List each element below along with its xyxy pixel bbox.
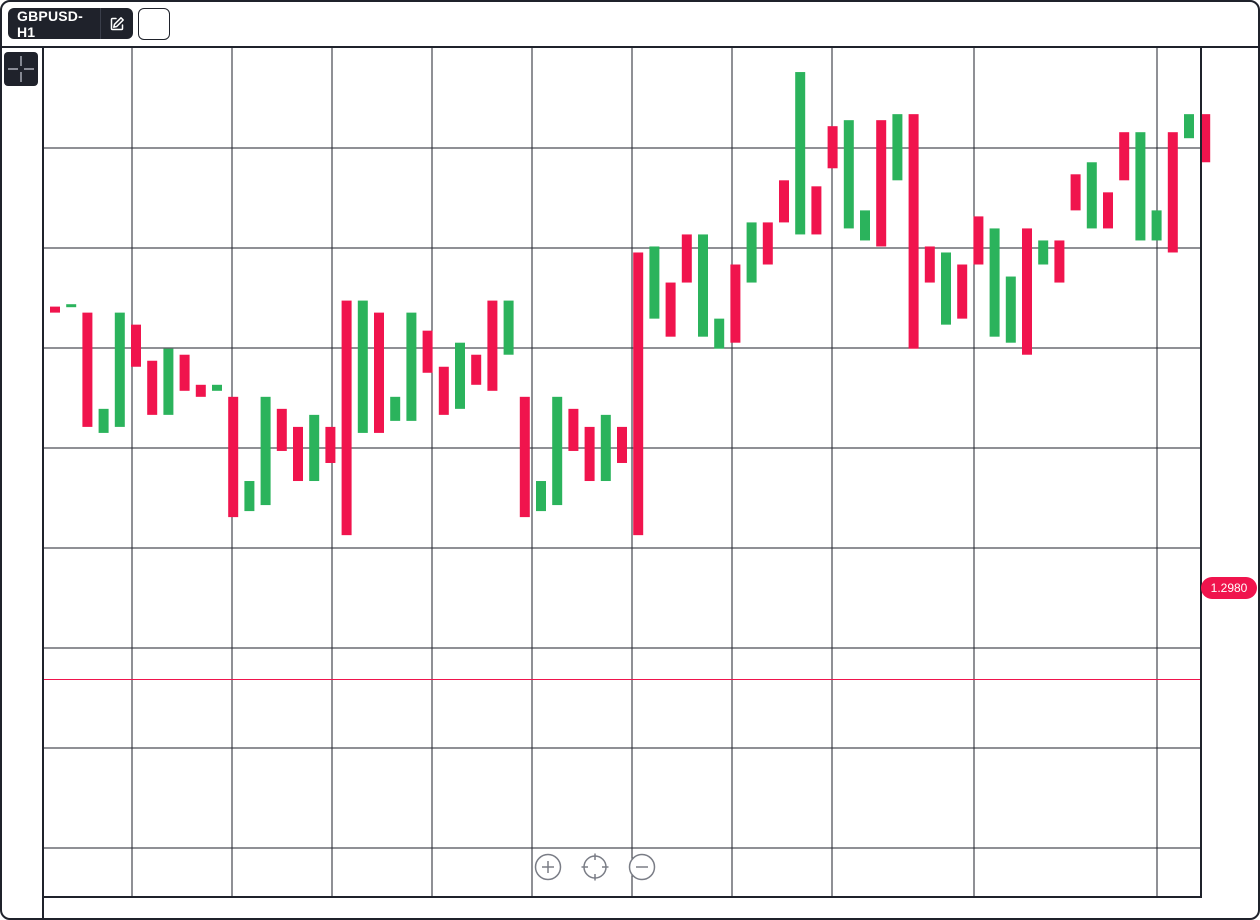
candle bbox=[746, 222, 757, 283]
candle bbox=[908, 114, 919, 349]
candle bbox=[50, 306, 60, 313]
candle bbox=[924, 246, 935, 283]
candle bbox=[455, 342, 465, 409]
zoom-in-icon[interactable] bbox=[533, 852, 563, 882]
secondary-button[interactable] bbox=[138, 8, 170, 40]
candle bbox=[1151, 210, 1162, 241]
candle bbox=[860, 210, 870, 241]
candle bbox=[260, 396, 271, 506]
candle bbox=[293, 426, 303, 482]
candle bbox=[973, 216, 984, 265]
candle bbox=[98, 408, 109, 433]
time-axis[interactable] bbox=[44, 896, 1200, 918]
candle bbox=[374, 312, 384, 433]
candle bbox=[163, 348, 174, 415]
zoom-out-icon[interactable] bbox=[627, 852, 657, 882]
candle bbox=[1070, 174, 1081, 211]
candle bbox=[568, 408, 579, 451]
candle bbox=[714, 318, 725, 349]
zoom-in-icon-graphic bbox=[534, 853, 562, 881]
chart-header: GBPUSD-H1 bbox=[2, 2, 1258, 48]
candle bbox=[341, 300, 352, 536]
candle bbox=[114, 312, 125, 427]
candle bbox=[795, 72, 806, 235]
candle bbox=[1135, 132, 1146, 241]
candle bbox=[471, 354, 482, 385]
candle bbox=[1054, 240, 1065, 283]
candle bbox=[82, 312, 93, 427]
candle bbox=[989, 228, 1000, 337]
price-axis[interactable] bbox=[1200, 48, 1258, 898]
candle bbox=[406, 312, 417, 421]
candle bbox=[876, 120, 887, 247]
candle bbox=[584, 426, 595, 482]
candle bbox=[633, 252, 644, 536]
candle bbox=[519, 396, 530, 518]
symbol-label[interactable]: GBPUSD-H1 bbox=[17, 7, 83, 40]
candle bbox=[228, 396, 239, 518]
candle bbox=[762, 222, 773, 265]
candle bbox=[941, 252, 951, 325]
candle bbox=[665, 282, 676, 337]
candle bbox=[827, 126, 838, 169]
candle bbox=[1086, 162, 1097, 229]
crosshair-target-icon[interactable] bbox=[580, 852, 610, 882]
candle bbox=[438, 366, 449, 415]
candle bbox=[681, 234, 692, 283]
drawing-toolbar bbox=[2, 48, 44, 918]
candle bbox=[1038, 240, 1049, 265]
candle bbox=[1184, 114, 1194, 139]
candle bbox=[1200, 114, 1211, 163]
current-price-label: 1.2980 bbox=[1201, 577, 1257, 599]
candle bbox=[536, 481, 546, 512]
candle bbox=[1005, 276, 1016, 343]
candle bbox=[131, 324, 141, 367]
candle bbox=[422, 330, 433, 373]
candle bbox=[843, 120, 854, 229]
candle bbox=[487, 300, 498, 391]
candle bbox=[147, 360, 158, 415]
candle bbox=[892, 114, 903, 181]
candle bbox=[698, 234, 708, 337]
candle bbox=[730, 264, 741, 343]
candle bbox=[212, 384, 222, 391]
candle bbox=[309, 414, 320, 482]
candle bbox=[1103, 192, 1113, 229]
candle bbox=[244, 481, 255, 512]
candle bbox=[957, 264, 968, 319]
candle bbox=[357, 300, 368, 433]
crosshair-icon[interactable] bbox=[4, 52, 38, 86]
candle bbox=[390, 396, 401, 421]
candle bbox=[552, 396, 563, 506]
zoom-out-icon-graphic bbox=[628, 853, 656, 881]
candle bbox=[649, 246, 660, 319]
candle bbox=[179, 354, 190, 391]
candle bbox=[276, 408, 287, 451]
candle bbox=[1119, 132, 1130, 181]
candle bbox=[1167, 132, 1178, 253]
candle bbox=[617, 426, 627, 463]
crosshair-icon-graphic bbox=[8, 56, 34, 82]
candle bbox=[1022, 228, 1032, 355]
edit-icon[interactable] bbox=[101, 8, 133, 39]
candle bbox=[600, 414, 611, 482]
candle bbox=[811, 186, 822, 235]
pill-divider bbox=[100, 8, 102, 39]
crosshair-target-icon-graphic bbox=[581, 853, 609, 881]
candle bbox=[325, 426, 336, 463]
candle bbox=[503, 300, 514, 355]
candle bbox=[195, 384, 206, 397]
symbol-selector[interactable]: GBPUSD-H1 bbox=[8, 7, 133, 40]
candle bbox=[779, 180, 789, 223]
candle bbox=[66, 304, 77, 308]
edit-icon-graphic bbox=[110, 16, 125, 30]
